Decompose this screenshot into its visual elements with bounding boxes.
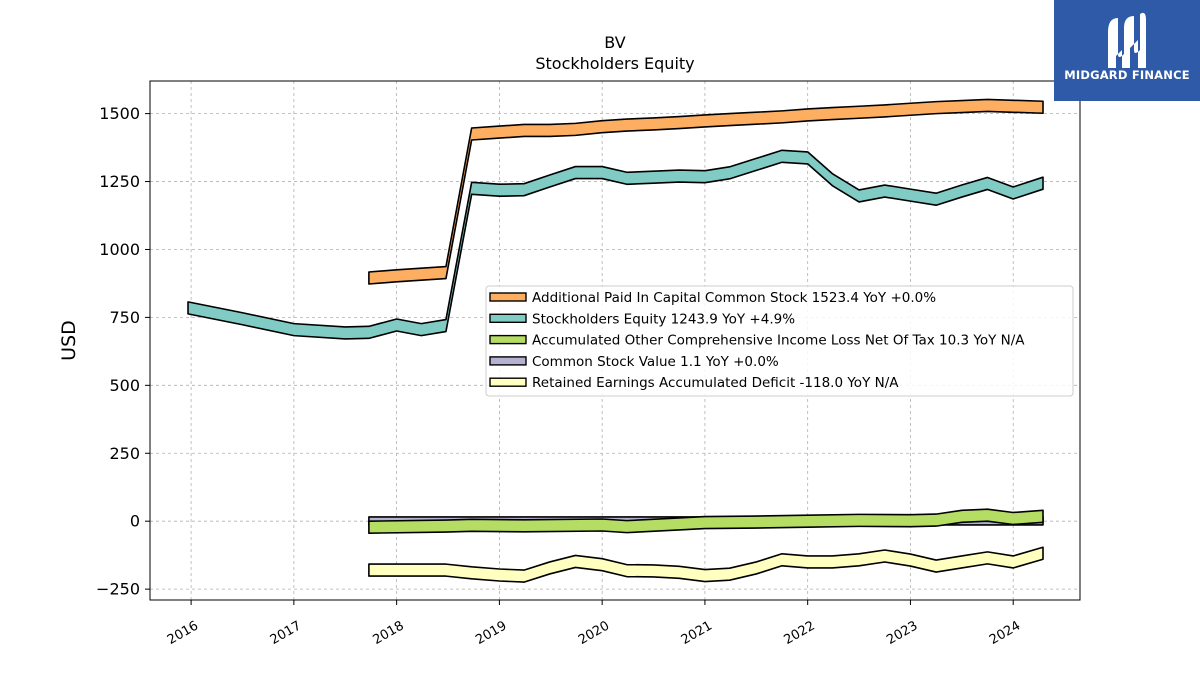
series-line — [187, 149, 1044, 340]
stylized-m-logo-icon — [1108, 12, 1146, 68]
y-axis-ticks: 1500 1250 1000 750 500 250 0 −250 — [96, 104, 150, 599]
y-tick-label: 1250 — [99, 172, 140, 191]
series-line — [368, 508, 1044, 534]
y-tick-label: −250 — [96, 580, 140, 599]
legend-entry-label: Common Stock Value 1.1 YoY +0.0% — [532, 354, 779, 370]
legend-box — [485, 285, 1074, 397]
legend-swatch — [489, 292, 527, 302]
x-tick-label: 2017 — [268, 618, 304, 648]
x-tick-label: 2022 — [782, 618, 818, 648]
legend-swatch — [489, 334, 527, 345]
legend-entry-label: Accumulated Other Comprehensive Income L… — [532, 333, 1025, 349]
y-tick-label: 0 — [130, 512, 140, 531]
legend-entry-label: Retained Earnings Accumulated Deficit -1… — [532, 375, 899, 391]
plot-frame — [149, 80, 1081, 601]
x-tick-label: 2023 — [884, 618, 920, 648]
series-line — [368, 98, 1044, 285]
x-tick-label: 2024 — [987, 618, 1023, 648]
x-tick-label: 2016 — [165, 618, 201, 648]
legend-entry-label: Stockholders Equity 1243.9 YoY +4.9% — [532, 311, 795, 327]
x-tick-label: 2018 — [370, 618, 406, 648]
series-layer — [187, 98, 1044, 583]
x-tick-label: 2021 — [679, 618, 715, 648]
y-tick-label: 1500 — [99, 104, 140, 123]
y-tick-label: 1000 — [99, 240, 140, 259]
chart-title-line: Stockholders Equity — [535, 54, 694, 73]
brand-logo: MIDGARD FINANCE — [1054, 0, 1200, 101]
brand-name: MIDGARD FINANCE — [1064, 68, 1190, 82]
series-line — [368, 546, 1044, 583]
legend-swatch — [489, 356, 527, 366]
y-tick-label: 750 — [109, 308, 140, 327]
x-axis-ticks: 2016 2017 2018 2019 2020 2021 2022 2023 2024 — [165, 600, 1023, 648]
legend: Additional Paid In Capital Common Stock … — [485, 285, 1074, 397]
y-tick-label: 250 — [109, 444, 140, 463]
legend-entry-label: Additional Paid In Capital Common Stock … — [532, 290, 936, 306]
y-axis-label: USD — [58, 320, 80, 361]
legend-swatch — [489, 313, 527, 323]
y-tick-label: 500 — [109, 376, 140, 395]
chart-title-line: BV — [604, 33, 625, 52]
x-tick-label: 2020 — [576, 618, 612, 648]
legend-swatch — [489, 377, 527, 387]
chart-title: BV Stockholders Equity — [535, 33, 694, 73]
x-tick-label: 2019 — [473, 618, 509, 648]
